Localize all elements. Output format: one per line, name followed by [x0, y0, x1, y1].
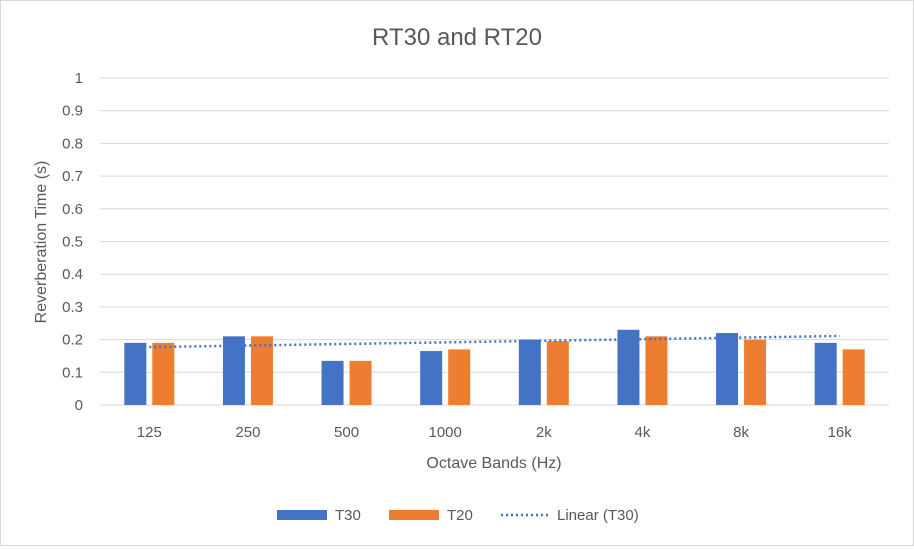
- y-tick-label: 0.7: [62, 168, 83, 185]
- bar-t30-125: [124, 342, 147, 405]
- y-tick-label: 0.1: [62, 364, 83, 381]
- bar-t30-4k: [617, 329, 640, 405]
- y-tick-label: 0.2: [62, 332, 83, 349]
- x-tick-label: 4k: [635, 424, 651, 441]
- x-tick-labels: 125 250 500 1000 2k 4k 8k 16k: [137, 424, 852, 441]
- y-tick-label: 0.5: [62, 234, 83, 251]
- trendline-group: [149, 334, 840, 349]
- y-axis-label: Reverberation Time (s): [33, 161, 50, 324]
- bar-t20-250: [250, 336, 273, 405]
- y-tick-label: 0: [75, 397, 83, 414]
- x-tick-label: 125: [137, 424, 162, 441]
- y-tick-label: 0.9: [62, 103, 83, 120]
- bar-t30-250: [222, 336, 245, 405]
- x-axis-label: Octave Bands (Hz): [426, 455, 561, 472]
- legend-swatch-t30: [277, 510, 327, 520]
- x-tick-label: 500: [334, 424, 359, 441]
- bars: [124, 329, 865, 405]
- bar-t20-4k: [645, 336, 668, 405]
- x-tick-label: 2k: [536, 424, 552, 441]
- bar-t20-16k: [842, 349, 865, 405]
- bar-t30-8k: [716, 333, 739, 405]
- legend: T30 T20 Linear (T30): [277, 507, 639, 524]
- bar-t30-2k: [518, 339, 541, 405]
- gridlines: [100, 77, 889, 406]
- y-tick-label: 0.4: [62, 266, 83, 283]
- bar-t20-500: [349, 360, 372, 405]
- bar-t20-8k: [744, 339, 767, 405]
- bar-t30-16k: [814, 342, 837, 405]
- x-tick-label: 8k: [733, 424, 749, 441]
- y-tick-label: 0.6: [62, 201, 83, 218]
- bar-t20-1000: [448, 349, 471, 405]
- y-tick-labels: 0 0.1 0.2 0.3 0.4 0.5 0.6 0.7 0.8 0.9 1: [62, 70, 83, 414]
- trendline-linear-t30: [149, 334, 840, 349]
- x-tick-label: 16k: [828, 424, 853, 441]
- legend-swatch-t20: [389, 510, 439, 520]
- bar-t20-2k: [546, 341, 569, 405]
- y-tick-label: 0.3: [62, 299, 83, 316]
- legend-label-t30: T30: [335, 507, 361, 524]
- legend-label-t20: T20: [447, 507, 473, 524]
- chart-title: RT30 and RT20: [372, 24, 542, 51]
- bar-t30-1000: [420, 351, 443, 405]
- y-tick-label: 0.8: [62, 135, 83, 152]
- x-tick-label: 1000: [429, 424, 462, 441]
- legend-label-linear-t30: Linear (T30): [557, 507, 639, 524]
- bar-t20-125: [152, 342, 175, 405]
- x-tick-label: 250: [235, 424, 260, 441]
- bar-t30-500: [321, 360, 344, 405]
- y-tick-label: 1: [75, 70, 83, 87]
